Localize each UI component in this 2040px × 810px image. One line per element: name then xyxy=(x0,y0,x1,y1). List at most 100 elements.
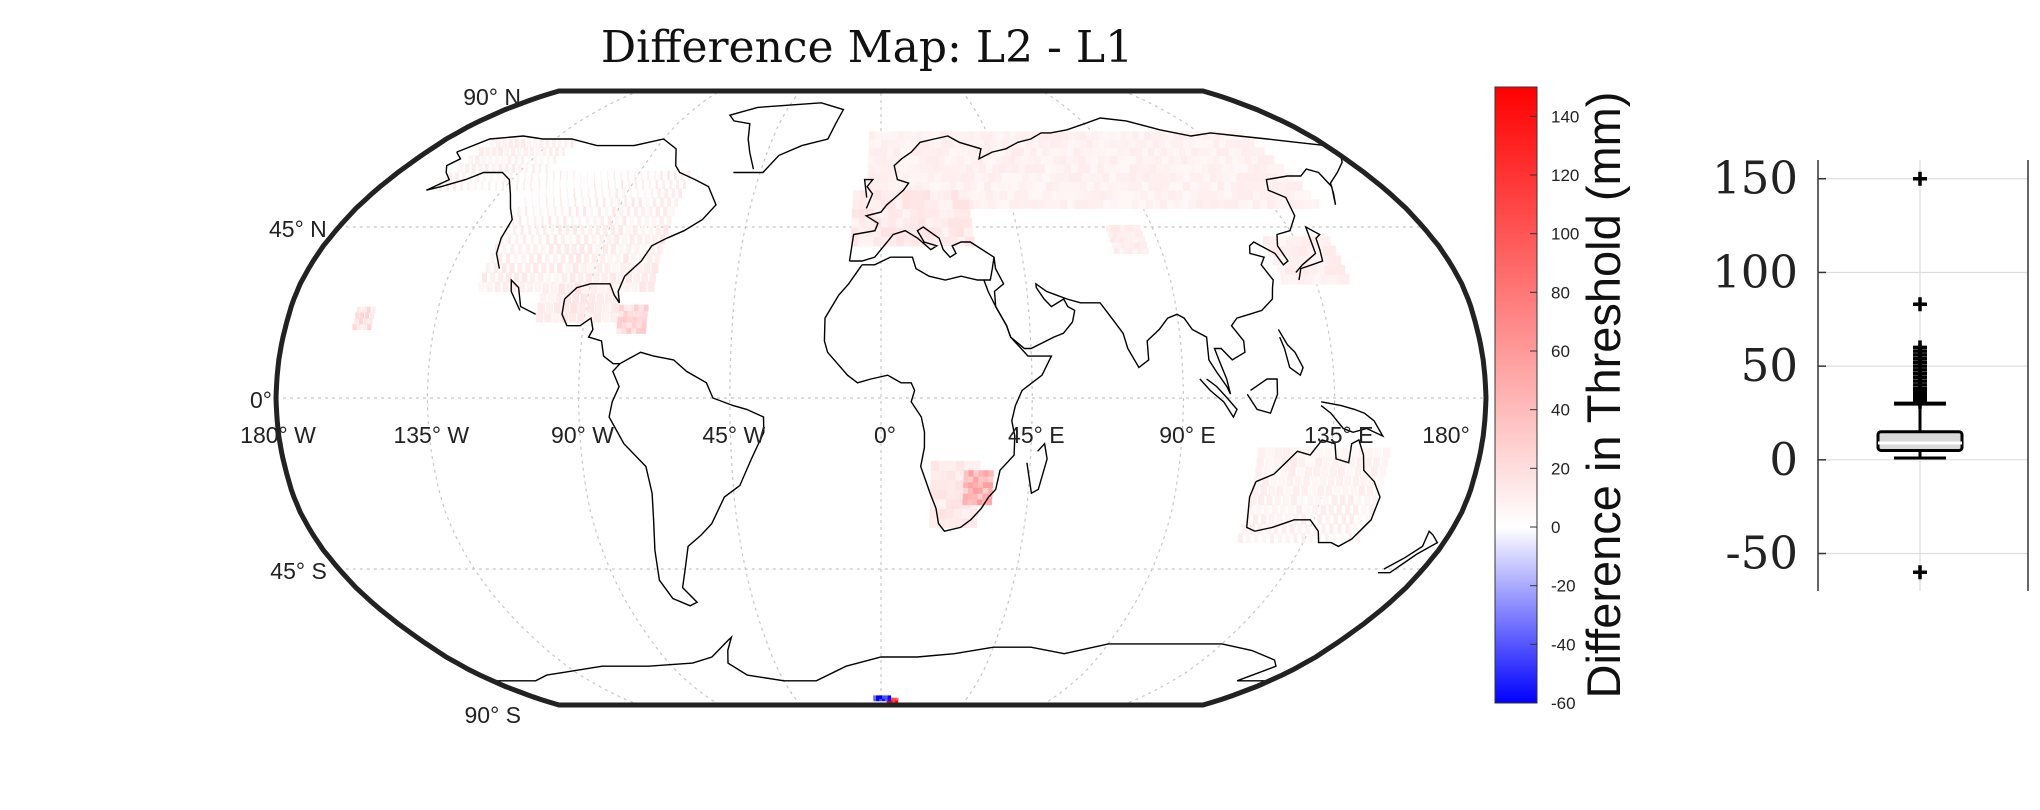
difference-cell xyxy=(1015,172,1026,182)
difference-cell xyxy=(1055,172,1067,182)
difference-cell xyxy=(935,139,944,148)
difference-cell xyxy=(881,139,888,148)
difference-cell xyxy=(517,206,520,217)
difference-cell xyxy=(572,243,577,254)
difference-cell xyxy=(941,227,951,237)
difference-cell xyxy=(1117,230,1125,237)
difference-cell xyxy=(1070,190,1082,200)
difference-cell xyxy=(548,243,554,254)
difference-cell xyxy=(581,197,584,208)
difference-cell xyxy=(496,172,500,182)
longitude-label: 45° W xyxy=(702,422,765,448)
difference-cell xyxy=(930,489,939,500)
difference-cell xyxy=(1317,485,1325,496)
difference-cell xyxy=(629,234,635,245)
longitude-label: 90° E xyxy=(1159,422,1216,448)
difference-cell xyxy=(1306,245,1321,256)
difference-cell xyxy=(1328,504,1335,515)
longitude-label: 180° W xyxy=(240,422,316,448)
difference-cell xyxy=(1278,476,1286,487)
difference-cell xyxy=(1312,504,1319,515)
difference-cell xyxy=(1133,190,1147,200)
difference-cell xyxy=(490,272,496,283)
difference-cell xyxy=(1167,199,1181,209)
difference-cell xyxy=(562,302,570,313)
difference-cell xyxy=(971,139,981,148)
difference-cell xyxy=(627,170,629,181)
difference-cell xyxy=(574,197,577,208)
difference-cell xyxy=(1361,504,1367,515)
difference-cell xyxy=(513,272,520,283)
difference-cell xyxy=(564,293,571,304)
difference-cell xyxy=(967,493,973,500)
difference-cell xyxy=(603,197,606,208)
difference-cell xyxy=(481,155,486,165)
difference-cell xyxy=(1291,447,1299,458)
difference-cell xyxy=(911,227,920,237)
difference-cell xyxy=(1002,199,1013,209)
difference-cell xyxy=(920,163,929,173)
difference-cell xyxy=(622,188,625,199)
difference-cell xyxy=(1188,199,1203,209)
difference-cell xyxy=(678,188,682,199)
difference-cell xyxy=(1237,139,1255,148)
difference-cell xyxy=(896,236,905,247)
colorbar-tick-label: 60 xyxy=(1551,342,1570,361)
difference-cell xyxy=(1331,457,1339,468)
difference-cell xyxy=(643,310,648,317)
difference-cell xyxy=(545,302,553,313)
difference-cell xyxy=(549,147,553,156)
difference-cell xyxy=(929,517,938,528)
difference-cell xyxy=(1332,447,1341,458)
difference-cell xyxy=(1048,147,1061,156)
difference-cell xyxy=(930,470,940,481)
difference-cell xyxy=(907,172,916,182)
difference-cell xyxy=(594,179,596,190)
difference-cell xyxy=(1263,504,1270,515)
difference-cell xyxy=(565,225,570,236)
difference-cell xyxy=(867,163,875,173)
difference-cell xyxy=(578,215,582,226)
difference-cell xyxy=(961,147,971,156)
difference-cell xyxy=(937,517,946,528)
difference-cell xyxy=(648,179,652,190)
difference-cell xyxy=(1377,476,1384,487)
difference-cell xyxy=(495,139,502,148)
difference-cell xyxy=(476,172,479,182)
difference-cell xyxy=(502,281,509,292)
difference-cell xyxy=(604,206,609,217)
difference-cell xyxy=(568,312,577,323)
difference-cell xyxy=(955,217,965,228)
difference-cell xyxy=(1007,190,1018,200)
difference-cell xyxy=(1339,495,1346,506)
difference-cell xyxy=(965,139,975,148)
difference-cell xyxy=(539,293,547,304)
difference-cell xyxy=(628,304,634,311)
difference-cell xyxy=(1314,245,1329,256)
difference-cell xyxy=(1337,523,1342,534)
difference-cell xyxy=(1316,447,1324,458)
difference-cell xyxy=(639,281,647,292)
difference-cell xyxy=(908,181,917,191)
difference-cell xyxy=(491,147,497,156)
difference-cell xyxy=(859,208,867,219)
difference-cell xyxy=(1175,190,1190,200)
difference-cell xyxy=(1266,447,1274,458)
difference-cell xyxy=(1061,147,1074,156)
difference-cell xyxy=(874,163,882,173)
difference-cell xyxy=(1018,163,1030,173)
difference-cell xyxy=(1286,476,1294,487)
difference-cell xyxy=(1300,264,1314,275)
difference-cell xyxy=(1304,504,1310,515)
difference-cell xyxy=(875,139,882,148)
difference-cell xyxy=(1086,181,1100,191)
difference-cell xyxy=(638,197,642,208)
difference-cell xyxy=(993,190,1004,200)
difference-cell xyxy=(535,225,539,236)
difference-cell xyxy=(655,179,658,190)
difference-cell xyxy=(868,147,876,156)
difference-cell xyxy=(507,155,512,165)
difference-cell xyxy=(995,172,1006,182)
difference-cell xyxy=(493,262,499,273)
difference-cell xyxy=(530,181,532,191)
